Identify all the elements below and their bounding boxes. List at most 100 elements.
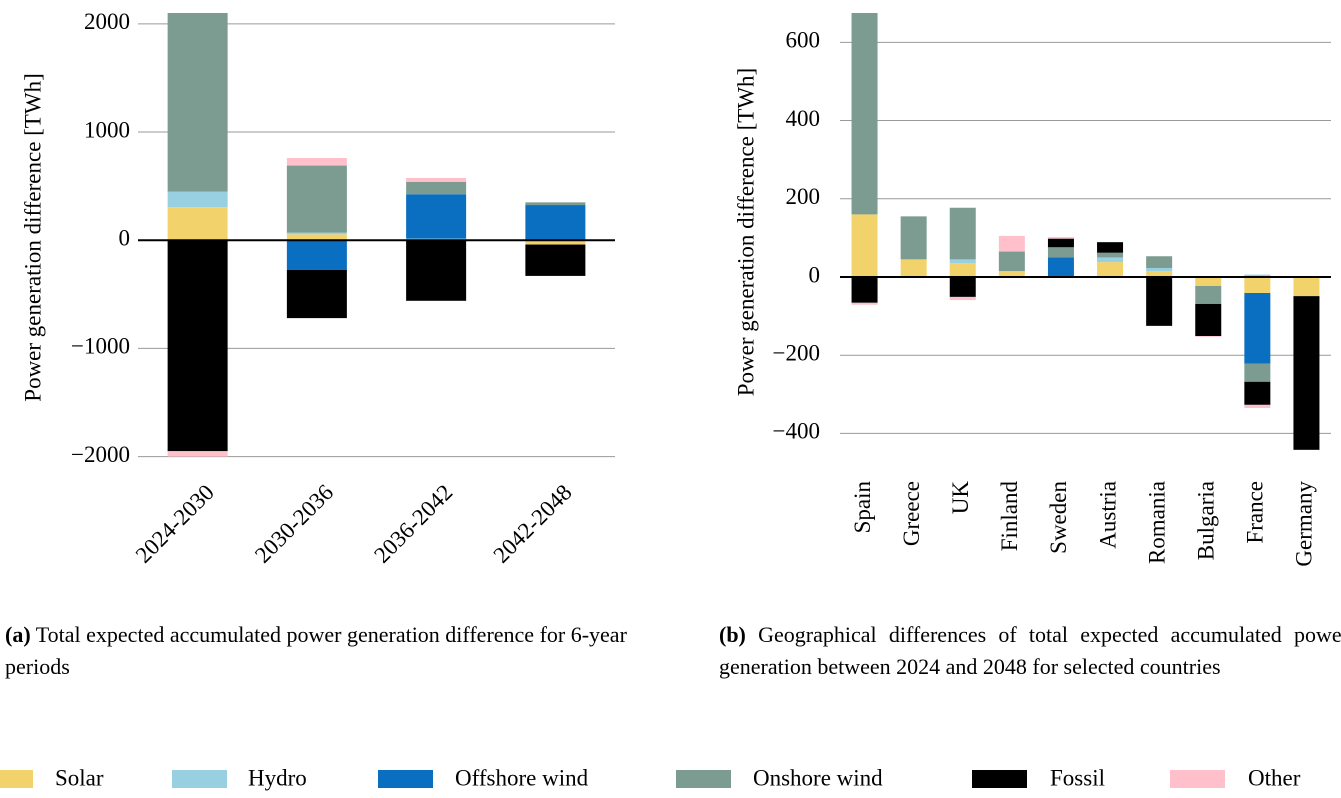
- bar-segment: [1244, 276, 1271, 294]
- x-tick-label: Finland: [997, 481, 1022, 552]
- y-tick-label: −200: [773, 340, 820, 365]
- bar-segment: [851, 214, 878, 277]
- bar-segment: [1195, 276, 1222, 286]
- y-tick-label: 400: [786, 106, 821, 131]
- bar-segment: [1047, 257, 1074, 277]
- caption: (b) Geographical differences of total ex…: [719, 619, 1341, 683]
- y-axis-label: Power generation difference [TWh]: [733, 68, 758, 396]
- y-tick-label: 0: [809, 262, 821, 287]
- x-tick-label: Bulgaria: [1194, 481, 1219, 560]
- bar-segment: [525, 240, 586, 245]
- bar-segment: [851, 276, 878, 303]
- legend-label: Other: [1248, 765, 1301, 790]
- bar-segment: [406, 181, 467, 195]
- x-tick-label: UK: [948, 481, 973, 515]
- plot-area: [851, 13, 1320, 450]
- bar-segment: [949, 259, 976, 264]
- bar-segment: [167, 191, 228, 208]
- bar-segment: [900, 259, 927, 277]
- x-tick-label: Greece: [899, 481, 924, 546]
- bar-segment: [851, 13, 878, 215]
- bar-segment: [900, 216, 927, 260]
- x-tick-label: 2024-2030: [131, 480, 219, 568]
- caption-text: Geographical differences of total expect…: [719, 622, 1341, 679]
- y-axis-label: Power generation difference [TWh]: [20, 73, 45, 401]
- bar-segment: [406, 240, 467, 301]
- bar-segment: [1146, 267, 1173, 272]
- legend-swatch: [972, 770, 1027, 788]
- bar-segment: [1146, 271, 1173, 277]
- x-tick-label: Romania: [1144, 481, 1169, 564]
- bar-segment: [1293, 296, 1320, 450]
- bar-segment: [1146, 256, 1173, 268]
- legend-label: Solar: [55, 765, 104, 790]
- bar-segment: [998, 271, 1025, 277]
- y-tick-label: 600: [786, 28, 821, 53]
- bar-segment: [525, 202, 586, 206]
- x-tick-label: Germany: [1292, 481, 1317, 567]
- bar-segment: [1047, 247, 1074, 258]
- bar-segment: [1195, 336, 1222, 337]
- bar-segment: [998, 235, 1025, 252]
- x-tick-label: Sweden: [1046, 481, 1071, 554]
- bar-segment: [949, 296, 976, 301]
- x-tick-label: 2030-2036: [250, 480, 338, 568]
- caption-label: (a): [5, 622, 31, 647]
- bar-segment: [286, 232, 347, 235]
- bar-segment: [406, 194, 467, 239]
- legend-swatch: [378, 770, 433, 788]
- legend-label: Hydro: [248, 765, 307, 790]
- x-tick-label: Austria: [1095, 481, 1120, 549]
- x-tick-label: 2036-2042: [369, 480, 457, 568]
- legend-swatch: [0, 770, 33, 788]
- bar-segment: [286, 269, 347, 319]
- y-tick-label: 200: [786, 184, 821, 209]
- bar-segment: [1097, 257, 1124, 263]
- bar-segment: [286, 234, 347, 241]
- y-tick-label: −1000: [71, 334, 130, 359]
- bar-segment: [1244, 363, 1271, 382]
- x-tick-label: 2042-2048: [488, 480, 576, 568]
- bar-segment: [851, 302, 878, 305]
- bar-segment: [1146, 276, 1173, 326]
- bar-segment: [167, 451, 228, 457]
- bar-segment: [998, 251, 1025, 272]
- bar-segment: [406, 177, 467, 182]
- bar-segment: [1097, 252, 1124, 258]
- x-tick-label: France: [1243, 481, 1268, 544]
- bar-segment: [1195, 285, 1222, 304]
- legend-swatch: [1170, 770, 1225, 788]
- legend-label: Offshore wind: [455, 765, 589, 790]
- y-tick-label: 1000: [84, 117, 130, 142]
- bar-segment: [949, 263, 976, 277]
- legend-swatch: [172, 770, 227, 788]
- bar-segment: [525, 244, 586, 276]
- bar-segment: [1097, 262, 1124, 277]
- y-tick-label: −400: [773, 419, 820, 444]
- bar-segment: [949, 276, 976, 297]
- bar-segment: [1244, 381, 1271, 405]
- caption: (a) Total expected accumulated power gen…: [5, 619, 635, 683]
- legend-swatch: [676, 770, 731, 788]
- caption-text: Total expected accumulated power generat…: [5, 622, 627, 679]
- bar-segment: [525, 205, 586, 240]
- bar-segment: [1195, 303, 1222, 337]
- bar-segment: [1293, 276, 1320, 297]
- legend-label: Onshore wind: [753, 765, 883, 790]
- plot-area: [167, 13, 586, 457]
- bar-segment: [949, 207, 976, 260]
- bar-segment: [286, 157, 347, 166]
- bar-segment: [167, 13, 228, 192]
- x-tick-label: Spain: [850, 481, 875, 534]
- legend-label: Fossil: [1050, 765, 1105, 790]
- bar-segment: [286, 165, 347, 233]
- bar-segment: [406, 238, 467, 240]
- bar-segment: [286, 240, 347, 270]
- caption-label: (b): [719, 622, 746, 647]
- bar-segment: [1047, 238, 1074, 248]
- bar-segment: [167, 240, 228, 452]
- bar-segment: [1047, 237, 1074, 239]
- bar-segment: [167, 207, 228, 241]
